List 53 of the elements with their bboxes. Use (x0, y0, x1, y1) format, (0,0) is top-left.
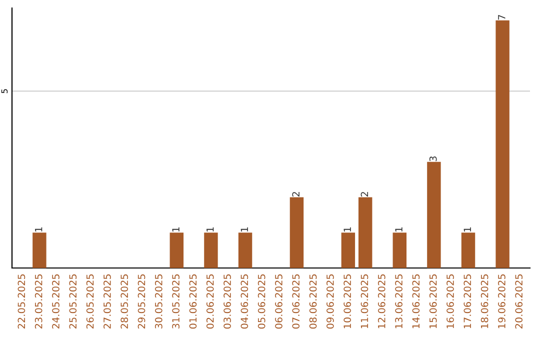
bar (238, 232, 252, 268)
x-tick-label: 27.05.2025 (104, 274, 111, 329)
x-tick-label: 24.05.2025 (52, 274, 60, 329)
x-tick-label: 09.06.2025 (326, 274, 334, 329)
x-tick-label: 11.06.2025 (360, 274, 368, 328)
x-tick-label: 16.06.2025 (446, 274, 454, 328)
bar (32, 232, 46, 268)
data-label: 7 (498, 15, 506, 20)
data-label: 2 (360, 192, 368, 197)
data-label: 1 (172, 227, 180, 232)
data-label: 3 (429, 156, 437, 162)
data-label: 1 (395, 227, 402, 232)
data-label: 1 (206, 227, 214, 232)
bar (427, 162, 441, 268)
x-tick-label: 26.05.2025 (86, 274, 94, 329)
bar (170, 232, 184, 268)
x-tick-label: 07.06.2025 (292, 274, 300, 329)
x-tick-label: 25.05.2025 (69, 274, 77, 329)
x-tick-label: 29.05.2025 (138, 274, 146, 329)
x-tick-label: 28.05.2025 (120, 274, 128, 329)
x-tick-label: 06.06.2025 (275, 274, 282, 329)
x-tick-label: 17.06.2025 (464, 274, 472, 328)
data-label: 1 (35, 227, 42, 232)
x-tick-label: 01.06.2025 (189, 274, 197, 329)
x-tick-label: 18.06.2025 (480, 274, 488, 328)
bar (461, 232, 476, 268)
x-tick-label: 14.06.2025 (412, 274, 420, 328)
x-tick-label: 15.06.2025 (429, 274, 437, 328)
x-tick-label: 03.06.2025 (224, 274, 231, 329)
bar (204, 232, 218, 268)
data-label: 2 (292, 192, 300, 197)
x-tick-label: 12.06.2025 (378, 274, 386, 328)
x-tick-label: 23.05.2025 (34, 274, 42, 329)
x-tick-label: 10.06.2025 (344, 274, 352, 328)
data-label: 1 (344, 227, 351, 232)
bar (290, 197, 304, 268)
y-tick-label: 5 (1, 89, 8, 94)
bar (341, 232, 356, 268)
x-tick-label: 08.06.2025 (309, 274, 317, 329)
x-tick-label: 05.06.2025 (258, 274, 266, 329)
x-tick-label: 04.06.2025 (240, 274, 248, 329)
bar (358, 197, 372, 268)
bar (392, 232, 407, 268)
x-tick-label: 31.05.2025 (172, 274, 180, 328)
x-tick-label: 22.05.2025 (18, 274, 26, 329)
x-tick-label: 30.05.2025 (154, 274, 162, 328)
x-tick-label: 02.06.2025 (206, 274, 214, 329)
bar (496, 20, 510, 268)
x-tick-label: 20.06.2025 (515, 274, 523, 329)
data-label: 1 (240, 227, 248, 232)
x-tick-label: 19.06.2025 (498, 274, 506, 328)
x-tick-label: 13.06.2025 (395, 274, 402, 328)
data-label: 1 (464, 227, 471, 232)
